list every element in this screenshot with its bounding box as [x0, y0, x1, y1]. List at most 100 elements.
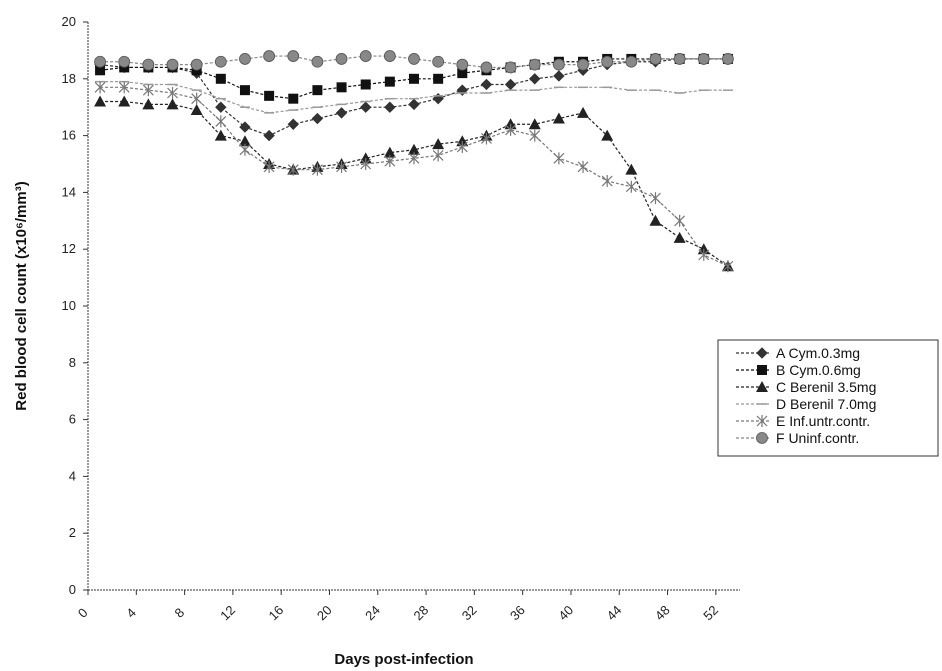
legend-item: D Berenil 7.0mg: [736, 396, 876, 412]
y-axis-title: Red blood cell count (x10⁶/mm³): [13, 181, 30, 410]
legend-item: E Inf.untr.contr.: [736, 413, 870, 429]
legend-marker: [756, 381, 768, 392]
data-point: [238, 135, 251, 147]
data-point: [118, 55, 131, 68]
data-point: [215, 101, 227, 113]
data-point: [190, 58, 203, 71]
data-point: [528, 118, 541, 130]
data-point: [383, 50, 396, 62]
data-point: [577, 58, 589, 71]
data-point: [552, 58, 565, 71]
x-tick-label: 16: [266, 602, 287, 623]
x-ticks: 0 4 8 12 16 20 24 28 32 36 40 44 48 52: [75, 590, 721, 623]
data-point: [529, 129, 541, 142]
x-tick-label: 8: [172, 605, 188, 621]
data-point: [336, 82, 347, 93]
data-point: [335, 53, 348, 65]
data-point: [625, 55, 638, 68]
series-4: [95, 80, 733, 114]
data-point: [481, 132, 492, 145]
data-point: [311, 163, 323, 176]
data-point: [312, 85, 323, 96]
x-tick-label: 44: [604, 602, 625, 623]
data-point: [553, 70, 565, 82]
data-point: [674, 214, 686, 227]
legend-label: D Berenil 7.0mg: [776, 396, 876, 412]
data-point: [191, 92, 203, 105]
data-point: [360, 79, 371, 90]
x-tick-label: 32: [459, 602, 480, 623]
data-point: [528, 58, 541, 71]
data-point: [504, 61, 517, 74]
y-tick-label: 6: [69, 412, 76, 427]
data-point: [166, 98, 179, 110]
data-point: [335, 107, 348, 119]
y-tick-label: 20: [62, 14, 76, 29]
data-point: [577, 160, 589, 173]
y-tick-label: 8: [69, 355, 76, 370]
data-point: [190, 104, 203, 116]
data-point: [625, 163, 638, 175]
data-point: [408, 152, 420, 165]
data-point: [239, 121, 251, 133]
legend-label: C Berenil 3.5mg: [776, 379, 876, 395]
y-tick-label: 12: [62, 241, 76, 256]
legend-marker: [756, 415, 768, 427]
y-tick-label: 4: [69, 468, 76, 483]
data-point: [722, 53, 734, 65]
data-point: [408, 53, 420, 65]
data-point: [650, 192, 661, 205]
data-point: [118, 81, 130, 94]
data-point: [118, 95, 131, 107]
data-point: [432, 149, 444, 162]
data-point: [432, 138, 445, 150]
legend-label: A Cym.0.3mg: [776, 345, 860, 361]
data-point: [264, 90, 275, 101]
data-point: [384, 76, 395, 87]
data-point: [649, 214, 662, 226]
data-point: [311, 112, 324, 125]
data-point: [697, 53, 710, 65]
data-point: [166, 58, 179, 71]
data-point: [263, 129, 275, 142]
data-point: [214, 129, 227, 141]
data-point: [504, 78, 517, 91]
x-tick-label: 48: [652, 602, 673, 623]
series-3: [94, 95, 734, 272]
data-point: [698, 248, 710, 261]
data-point: [601, 175, 613, 188]
data-point: [336, 160, 347, 173]
series-6: [94, 50, 734, 74]
data-point: [239, 143, 251, 156]
x-tick-label: 36: [507, 602, 528, 623]
data-point: [287, 50, 300, 62]
data-point: [263, 160, 275, 173]
data-point: [359, 101, 372, 113]
data-point: [214, 55, 227, 68]
y-tick-label: 2: [69, 525, 76, 540]
series-line: [100, 86, 729, 267]
y-tick-label: 16: [62, 128, 76, 143]
y-tick-label: 14: [62, 184, 76, 199]
data-point: [287, 163, 299, 176]
data-point: [529, 73, 541, 85]
data-point: [94, 55, 106, 68]
y-tick-label: 0: [69, 582, 76, 597]
x-tick-label: 4: [123, 605, 139, 621]
data-point: [409, 73, 419, 84]
data-point: [94, 95, 107, 107]
data-point: [142, 84, 154, 97]
data-point: [480, 78, 493, 91]
legend-item: F Uninf.contr.: [736, 430, 859, 446]
data-point: [239, 53, 251, 65]
y-tick-label: 10: [62, 298, 76, 313]
data-point: [215, 73, 226, 84]
series-line: [100, 81, 728, 114]
legend-item: A Cym.0.3mg: [736, 345, 860, 361]
x-tick-label: 20: [314, 602, 335, 623]
data-point: [480, 61, 493, 74]
data-point: [432, 55, 445, 68]
x-tick-label: 12: [217, 602, 238, 623]
